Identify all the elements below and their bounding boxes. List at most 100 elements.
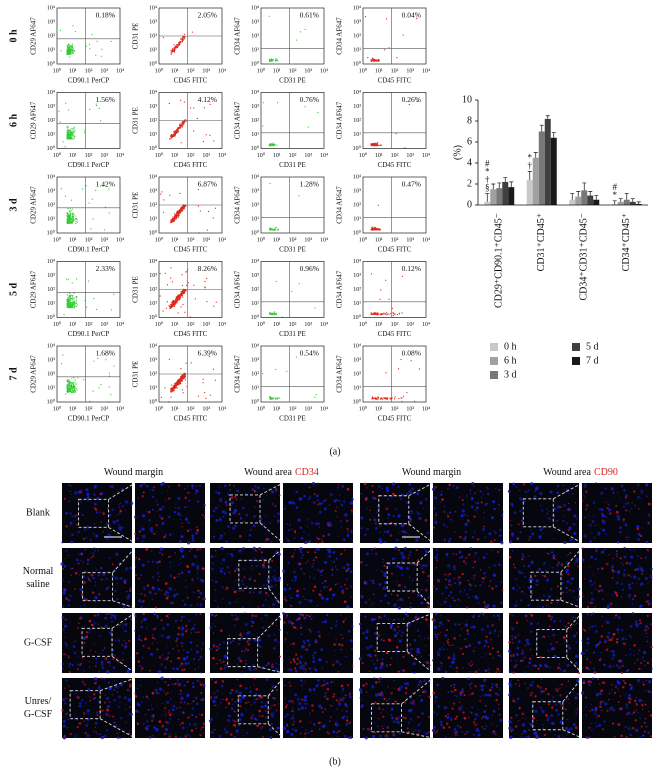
- stain: [307, 551, 310, 554]
- flow-dot: [67, 304, 69, 306]
- flow-dot: [401, 275, 403, 277]
- flow-dot: [176, 215, 178, 217]
- nucleus: [556, 491, 560, 495]
- stain: [77, 627, 80, 630]
- stain: [585, 508, 588, 511]
- flow-dot: [380, 289, 382, 291]
- stain: [243, 576, 246, 579]
- flow-dot: [70, 49, 72, 51]
- y-tick-label: 10³: [149, 357, 157, 363]
- nucleus: [386, 530, 390, 534]
- flow-dot: [182, 296, 184, 298]
- flow-dot: [72, 215, 74, 217]
- nucleus: [493, 564, 497, 567]
- bar: [484, 201, 491, 205]
- flow-dot: [95, 104, 98, 107]
- nucleus: [498, 534, 502, 537]
- nucleus: [331, 574, 334, 577]
- nucleus: [460, 514, 464, 518]
- stain: [392, 492, 395, 496]
- stain: [398, 584, 401, 587]
- nucleus: [150, 550, 153, 552]
- flow-dot: [184, 121, 186, 123]
- nucleus: [160, 664, 163, 667]
- flow-dot: [173, 46, 175, 48]
- nucleus: [110, 530, 113, 533]
- nucleus: [160, 663, 163, 665]
- flow-dot: [72, 128, 74, 130]
- flow-dot: [178, 383, 180, 385]
- micrograph: [507, 482, 583, 545]
- nucleus: [395, 538, 399, 542]
- nucleus: [67, 598, 71, 602]
- x-tick-label: 10³: [100, 237, 108, 243]
- nucleus: [240, 498, 243, 500]
- legend-label: 0 h: [504, 341, 517, 352]
- nucleus: [600, 512, 603, 515]
- stain: [308, 615, 311, 618]
- flow-dot: [71, 296, 73, 298]
- flow-dot: [68, 300, 70, 302]
- y-tick-label: 10²: [353, 33, 361, 39]
- gate-percentage: 2.05%: [198, 11, 217, 20]
- row-label: 3 d: [8, 198, 19, 212]
- error-bar: [594, 195, 599, 200]
- stain: [479, 568, 482, 571]
- y-tick-label: 10⁴: [47, 90, 55, 96]
- stain: [611, 569, 615, 572]
- nucleus: [343, 500, 346, 503]
- nucleus: [258, 590, 262, 594]
- flow-dot: [270, 396, 272, 398]
- x-tick-label: 10²: [85, 68, 93, 74]
- flow-dot: [72, 52, 74, 54]
- nucleus: [185, 585, 188, 588]
- nucleus: [248, 638, 251, 642]
- flow-dot: [183, 292, 185, 294]
- flow-dot: [214, 379, 216, 381]
- stain: [158, 575, 161, 578]
- bar: [502, 181, 509, 205]
- y-tick-label: 10¹: [47, 47, 55, 53]
- x-tick-label: 10¹: [375, 237, 383, 243]
- flow-dot: [400, 397, 402, 399]
- stain: [616, 555, 619, 558]
- nucleus: [233, 509, 238, 513]
- flow-dot: [175, 130, 177, 132]
- y-tick-label: 10³: [149, 273, 157, 279]
- nucleus: [420, 567, 423, 570]
- stain: [636, 582, 638, 584]
- flow-dot: [171, 388, 173, 390]
- flow-dot: [66, 134, 68, 136]
- flow-dot: [170, 303, 172, 305]
- flow-dot: [398, 397, 400, 400]
- nucleus: [323, 507, 327, 511]
- nucleus: [541, 605, 545, 609]
- nucleus: [447, 579, 452, 583]
- nucleus: [248, 539, 251, 542]
- nucleus: [147, 560, 150, 563]
- flow-dot: [380, 313, 382, 315]
- flow-dot: [174, 385, 176, 387]
- flow-dot: [377, 60, 379, 62]
- nucleus: [602, 528, 606, 532]
- nucleus: [360, 516, 364, 520]
- flow-dot: [179, 127, 181, 129]
- flow-dot: [172, 303, 174, 305]
- flow-dot: [67, 43, 70, 45]
- stain: [283, 614, 285, 616]
- flow-dot: [394, 396, 396, 398]
- nucleus: [161, 627, 165, 631]
- micrograph: [283, 481, 354, 544]
- nucleus: [187, 620, 190, 623]
- flow-dot: [185, 290, 187, 292]
- flow-dot: [66, 126, 68, 128]
- flow-dot: [68, 389, 70, 391]
- flow-dot: [393, 313, 395, 315]
- flow-dot: [174, 215, 176, 217]
- nucleus: [140, 670, 143, 672]
- flow-dot: [376, 228, 378, 230]
- y-tick-label: 10⁰: [251, 229, 260, 236]
- flow-dot: [286, 370, 288, 373]
- flow-dot: [172, 49, 174, 51]
- nucleus: [82, 597, 86, 601]
